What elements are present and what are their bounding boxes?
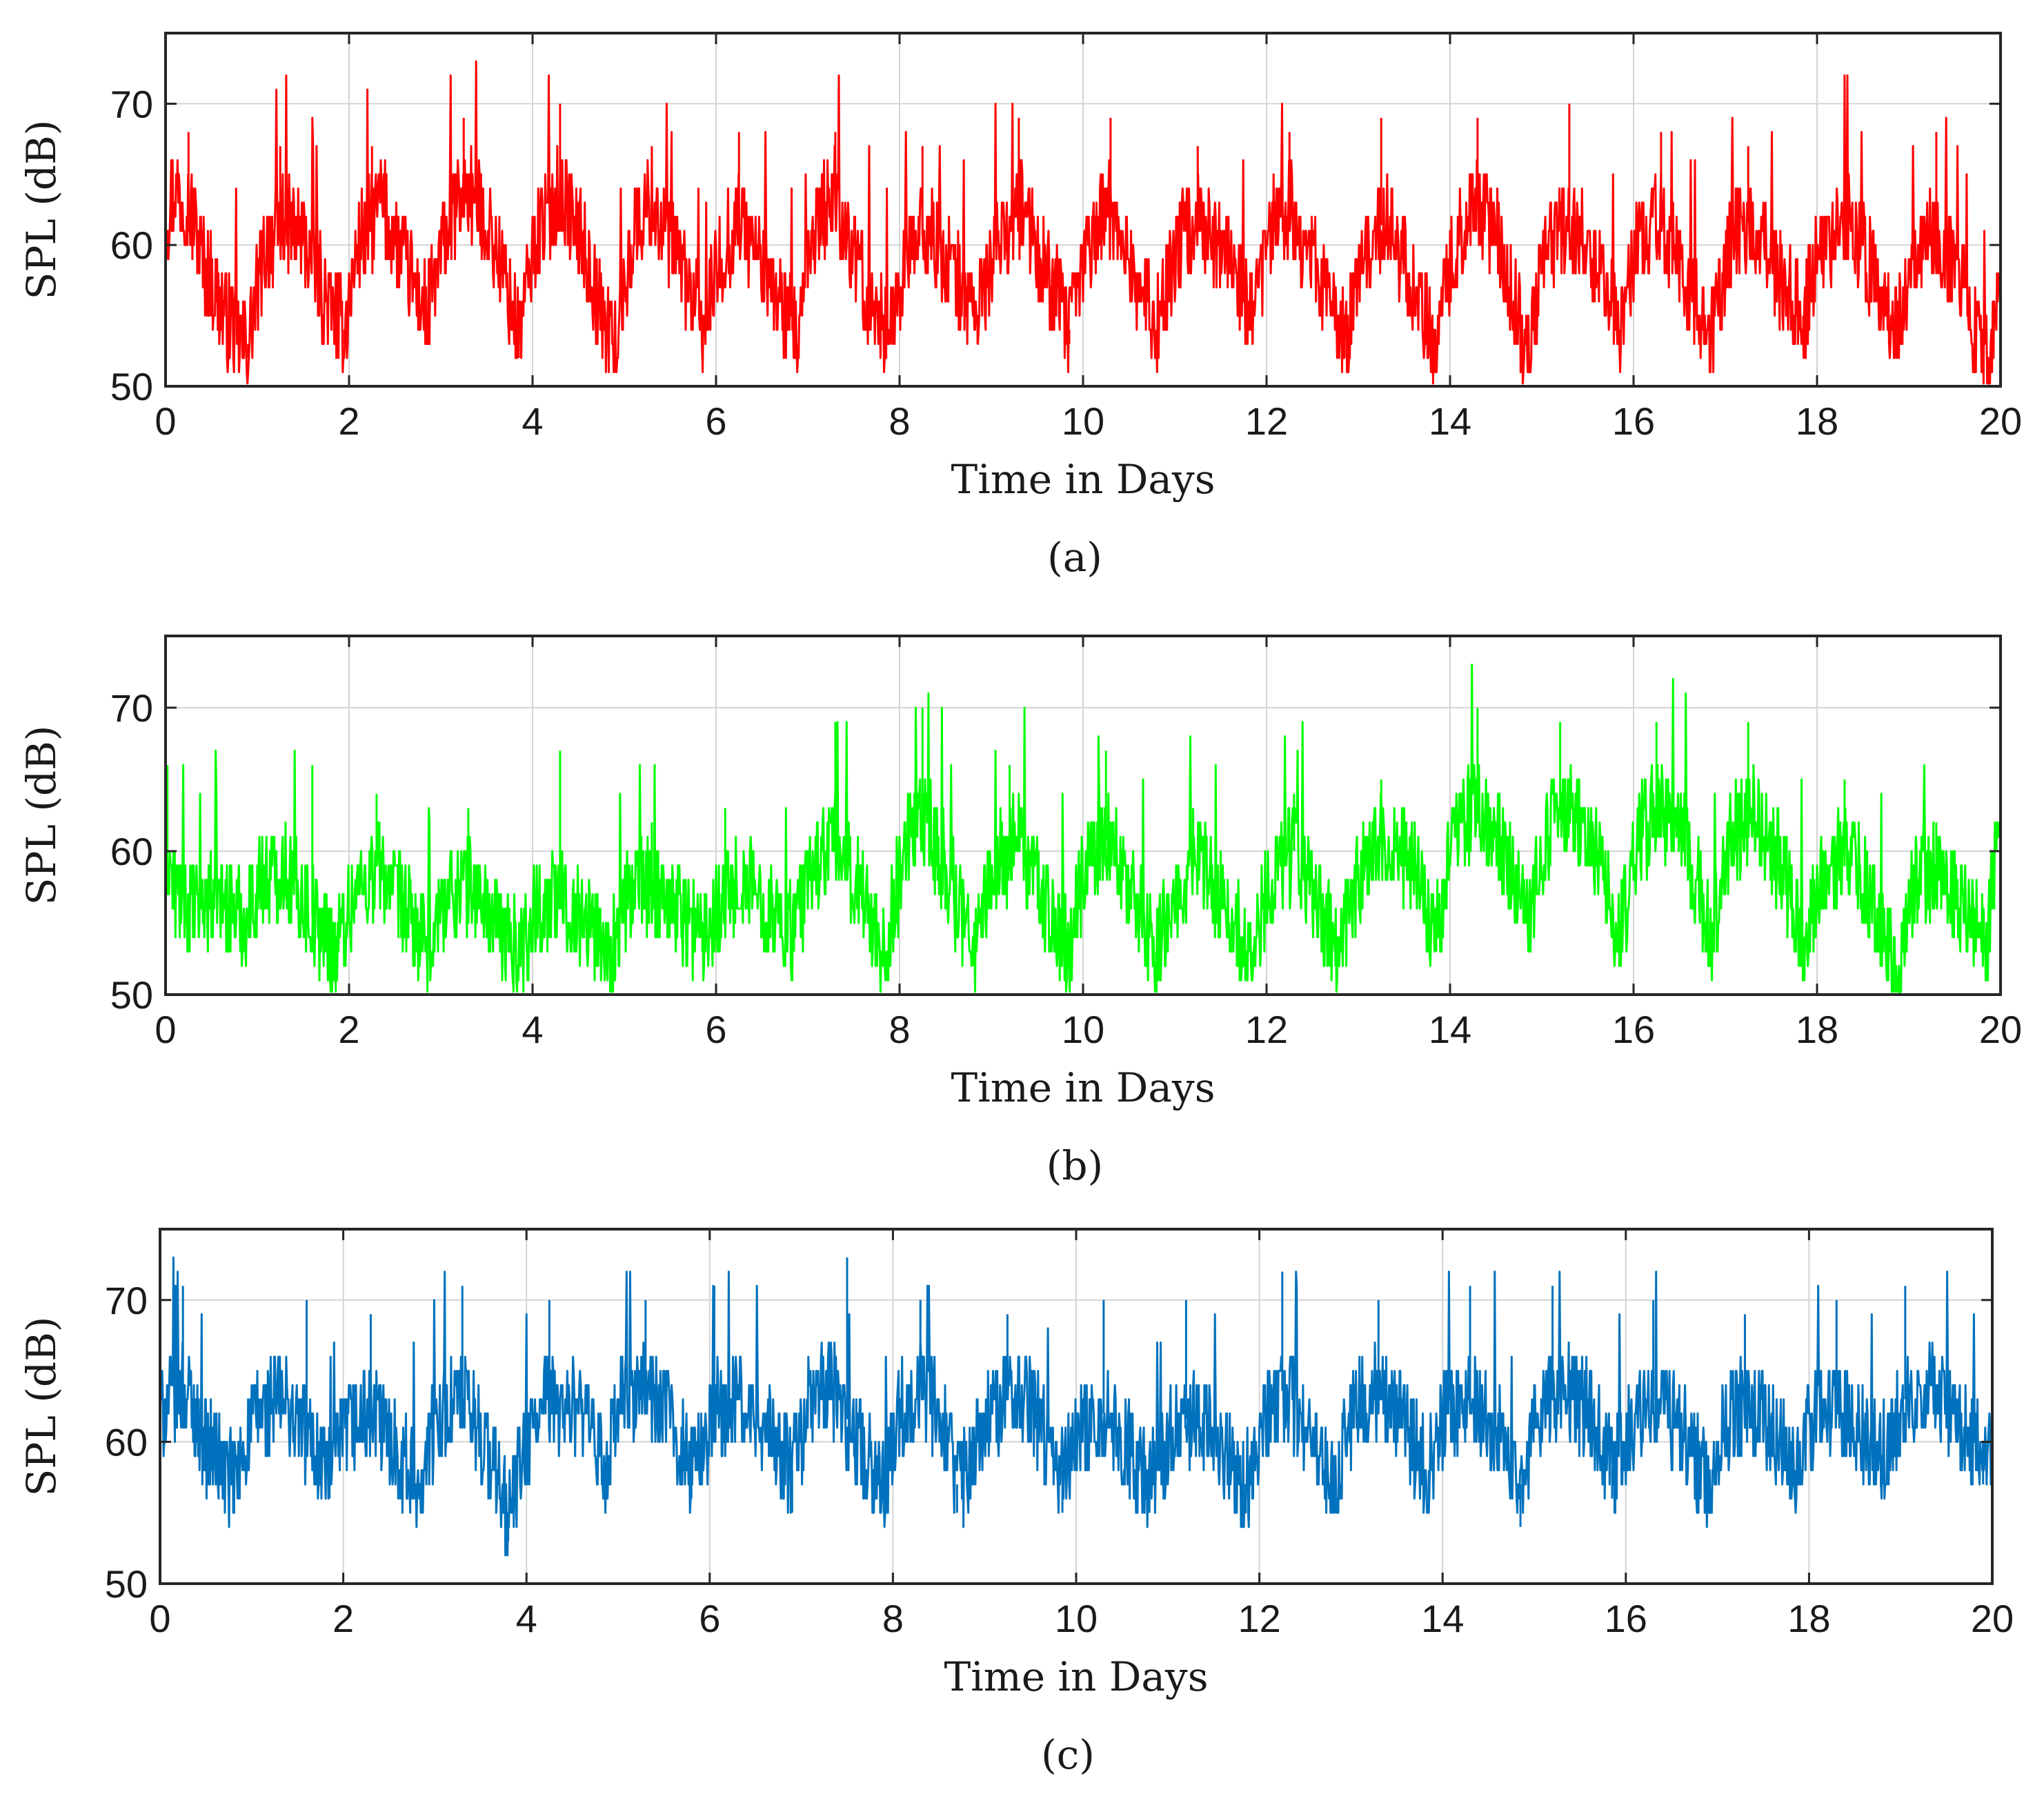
panel-c-x-axis-label: Time in Days — [944, 1653, 1209, 1700]
panel-a-xtick-label-1: 2 — [338, 399, 359, 443]
panel-a-xtick-label-3: 6 — [705, 399, 726, 443]
panel-a-ticks — [164, 33, 2002, 388]
panel-a-ytick-labels: 50 60 70 — [110, 82, 153, 408]
panel-c-xtick-label-1: 2 — [333, 1597, 354, 1640]
panel-c-series-line — [159, 1256, 1994, 1557]
panel-a-ytick-label-0: 50 — [110, 365, 153, 408]
panel-b-x-axis-label: Time in Days — [951, 1064, 1216, 1111]
panel-c-xtick-label-10: 20 — [1971, 1597, 2014, 1640]
panel-b-ytick-label-2: 70 — [110, 686, 153, 730]
panel-c-ytick-label-0: 50 — [105, 1562, 148, 1606]
panel-b-xtick-label-0: 0 — [155, 1008, 176, 1051]
panel-c-y-axis-label: SPL (dB) — [18, 1317, 65, 1497]
panel-c-ticks — [159, 1229, 1994, 1585]
panel-a-series-group — [164, 60, 2002, 385]
panel-b-xtick-label-2: 4 — [522, 1008, 543, 1051]
panel-a-xtick-label-0: 0 — [155, 399, 176, 443]
panel-a-xtick-label-9: 18 — [1796, 399, 1838, 443]
panel-c-caption: (c) — [1041, 1731, 1095, 1778]
panel-c-xtick-label-5: 10 — [1055, 1597, 1098, 1640]
panel-c-xtick-label-3: 6 — [699, 1597, 720, 1640]
panel-a-ytick-label-1: 60 — [110, 223, 153, 267]
panel-b-xtick-label-6: 12 — [1245, 1008, 1288, 1051]
panel-a-series-line — [164, 60, 2002, 385]
panel-c-xtick-label-8: 16 — [1605, 1597, 1647, 1640]
panel-b-xtick-label-9: 18 — [1796, 1008, 1838, 1051]
panel-b-xtick-label-5: 10 — [1062, 1008, 1104, 1051]
panel-b-series-group — [164, 664, 2002, 995]
panel-b: 0 2 4 6 8 10 12 14 16 18 20 50 60 70 Time in Days SP… — [18, 635, 2022, 1189]
panel-c-xtick-label-4: 8 — [882, 1597, 904, 1640]
panel-a-xtick-label-10: 20 — [1979, 399, 2022, 443]
panel-a-xtick-label-7: 14 — [1429, 399, 1471, 443]
panel-b-ytick-labels: 50 60 70 — [110, 686, 153, 1017]
panel-c: 0 2 4 6 8 10 12 14 16 18 20 50 60 70 Time in Days SP… — [18, 1228, 2014, 1778]
panel-a-caption: (a) — [1047, 534, 1102, 581]
panel-c-series-group — [159, 1256, 1994, 1557]
panel-b-grid — [166, 636, 2001, 995]
panel-a-x-axis-label: Time in Days — [951, 456, 1216, 503]
panel-b-series-line — [164, 664, 2002, 993]
panel-a-xtick-label-6: 12 — [1245, 399, 1288, 443]
panel-b-ytick-label-1: 60 — [110, 830, 153, 873]
panel-b-xtick-label-1: 2 — [338, 1008, 359, 1051]
panel-c-xtick-label-9: 18 — [1787, 1597, 1830, 1640]
panel-c-ytick-labels: 50 60 70 — [105, 1279, 148, 1606]
panel-a-y-axis-label: SPL (dB) — [18, 120, 65, 300]
panel-a-xtick-label-8: 16 — [1612, 399, 1655, 443]
panel-a-xtick-label-2: 4 — [522, 399, 543, 443]
panel-c-ytick-label-1: 60 — [105, 1420, 148, 1464]
panel-b-xtick-label-4: 8 — [889, 1008, 910, 1051]
panel-a: 0 2 4 6 8 10 12 14 16 18 20 50 60 70 Time in Days SP… — [18, 32, 2022, 581]
panel-a-grid — [166, 33, 2001, 386]
panel-b-xtick-label-10: 20 — [1979, 1008, 2022, 1051]
panel-c-ytick-label-2: 70 — [105, 1279, 148, 1322]
panel-c-xtick-label-2: 4 — [516, 1597, 537, 1640]
panel-b-xtick-label-7: 14 — [1429, 1008, 1471, 1051]
panel-b-ytick-label-0: 50 — [110, 973, 153, 1017]
panel-b-xtick-label-3: 6 — [705, 1008, 726, 1051]
panel-c-xtick-label-7: 14 — [1421, 1597, 1464, 1640]
panel-c-xtick-label-0: 0 — [149, 1597, 170, 1640]
panel-a-xtick-labels: 0 2 4 6 8 10 12 14 16 18 20 — [155, 399, 2022, 443]
panel-a-ytick-label-2: 70 — [110, 82, 153, 126]
panel-b-caption: (b) — [1046, 1142, 1103, 1189]
panel-b-ticks — [164, 636, 2002, 996]
panel-b-xtick-labels: 0 2 4 6 8 10 12 14 16 18 20 — [155, 1008, 2022, 1051]
panel-a-xtick-label-4: 8 — [889, 399, 910, 443]
panel-b-y-axis-label: SPL (dB) — [18, 726, 65, 906]
panel-b-xtick-label-8: 16 — [1612, 1008, 1655, 1051]
panel-c-xtick-label-6: 12 — [1238, 1597, 1280, 1640]
panel-a-xtick-label-5: 10 — [1062, 399, 1104, 443]
panel-c-xtick-labels: 0 2 4 6 8 10 12 14 16 18 20 — [149, 1597, 2014, 1640]
